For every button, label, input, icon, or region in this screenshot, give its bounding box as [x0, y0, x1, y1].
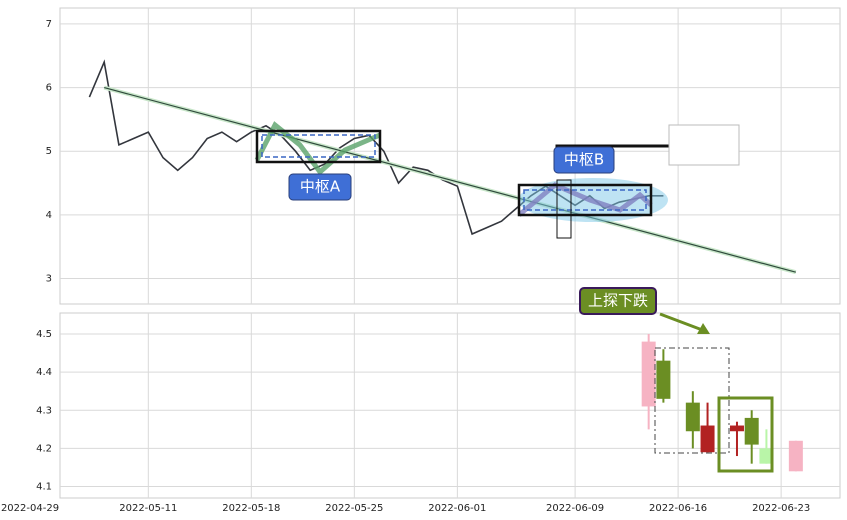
- x-tick-label: 2022-06-09: [546, 503, 604, 514]
- y-tick-label: 3: [46, 274, 52, 285]
- x-tick-label: 2022-06-16: [649, 503, 707, 514]
- marker-box: [556, 179, 572, 239]
- signal-label: 上探下跌: [588, 292, 648, 310]
- x-tick-label: 2022-06-01: [428, 503, 486, 514]
- candle-body: [788, 440, 803, 472]
- candle-body: [641, 341, 656, 407]
- x-tick-label: 2022-05-11: [119, 503, 177, 514]
- y-tick-label: 4.1: [36, 482, 52, 493]
- trend-line: [104, 87, 796, 273]
- arrow-head: [697, 323, 710, 334]
- y-tick-label: 4: [46, 210, 52, 221]
- zone-box: [717, 396, 774, 473]
- zone-inner: [523, 189, 647, 211]
- x-tick-label: 2022-05-25: [325, 503, 383, 514]
- y-tick-label: 4.4: [36, 367, 52, 378]
- candle-body: [700, 425, 715, 453]
- x-tick-label: 2022-06-23: [752, 503, 810, 514]
- zone-box: [255, 129, 382, 164]
- x-tick-label: 2022-04-29: [1, 503, 59, 514]
- zone-box: [517, 183, 653, 217]
- candle-body: [744, 417, 759, 445]
- y-tick-label: 7: [46, 19, 52, 30]
- bottom-panel: [59, 312, 841, 499]
- y-tick-label: 5: [46, 146, 52, 157]
- zone-label: 中枢A: [300, 178, 341, 196]
- zone-box: [654, 347, 730, 454]
- zone-inner: [261, 134, 376, 158]
- label-box: [579, 287, 657, 315]
- y-tick-label: 4.2: [36, 443, 52, 454]
- thumbnail: [668, 124, 740, 166]
- candle-body: [759, 448, 774, 464]
- candle-body: [729, 425, 744, 432]
- annotation-layer: 中枢A 中枢B 上探下跌: [254, 121, 774, 473]
- y-tick-label: 4.3: [36, 405, 52, 416]
- arrow: [659, 312, 706, 333]
- label-box: [288, 173, 352, 201]
- zone-label: 中枢B: [564, 151, 604, 169]
- candle-body: [685, 402, 700, 432]
- y-tick-label: 6: [46, 83, 52, 94]
- label-box: [553, 146, 615, 174]
- candle-body: [656, 360, 671, 399]
- y-tick-label: 4.5: [36, 329, 52, 340]
- x-tick-label: 2022-05-18: [222, 503, 280, 514]
